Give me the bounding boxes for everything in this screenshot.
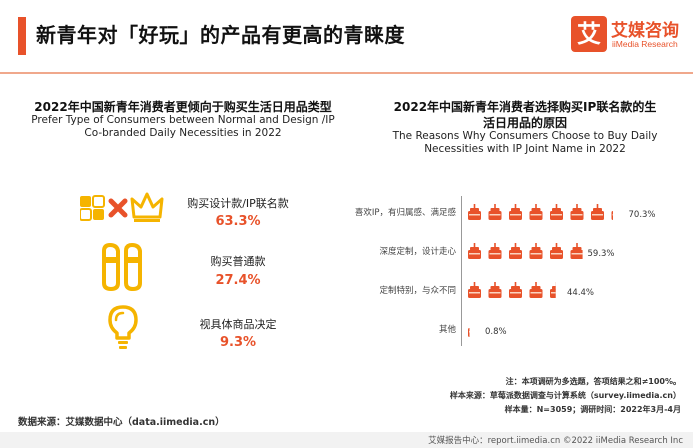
logo-text-en: iiMedia Research [612,39,678,49]
right-section-title-en-2: Necessities with IP Joint Name in 2022 [424,143,626,155]
item-normal-value: 27.4% [215,273,261,288]
crown-icon [130,192,164,222]
bar-value-label: 0.8% [485,327,507,337]
cake-icon-mark [591,204,604,220]
cake-icon-mark [509,282,522,298]
pictogram-bar-chart: 70.3% 59.3% 44.4% 0.8% [468,204,656,337]
item-design-ip-label: 购买设计款/IP联名款 [187,197,289,210]
cake-icon-mark [550,243,563,259]
right-section-title-cn-1: 2022年中国新青年消费者选择购买IP联名款的生 [393,100,657,114]
cake-icon-mark [509,204,522,220]
cake-icon-mark [468,328,470,337]
left-section-title-en-1: Prefer Type of Consumers between Normal … [31,114,335,126]
page-title: 新青年对「好玩」的产品有更高的青睐度 [36,23,405,47]
item-normal-label: 购买普通款 [210,255,266,268]
bar-value-label: 44.4% [567,288,594,298]
cake-icon-mark [488,243,502,259]
bar-label-0: 喜欢IP，有归属感、满足感 [354,208,456,218]
cake-icon-mark [468,282,481,298]
cake-icon-mark [529,204,543,220]
cross-icon [108,198,128,218]
item-depends-label: 视具体商品决定 [199,318,277,331]
left-section-title-en-2: Co-branded Daily Necessities in 2022 [84,127,282,139]
footer-text[interactable]: 艾媒报告中心：report.iimedia.cn ©2022 iiMedia R… [428,436,683,446]
bar-label-1: 深度定制，设计走心 [379,247,456,257]
bar-label-2: 定制特别，与众不同 [379,286,456,296]
cake-icon-mark [529,243,543,259]
bar-label-3: 其他 [438,325,456,335]
note-sample-source: 样本来源：草莓派数据调查与计算系统（survey.iimedia.cn） [449,391,681,400]
cake-icon-mark [529,282,543,298]
left-section-title-cn: 2022年中国新青年消费者更倾向于购买生活日用品类型 [34,100,332,114]
right-section-title-cn-2: 活日用品的原因 [482,116,567,130]
cake-icon-mark [488,282,502,298]
lightbulb-icon [107,304,139,350]
cake-icon-mark [509,243,522,259]
item-depends-value: 9.3% [219,335,257,350]
item-design-ip-value: 63.3% [215,214,261,229]
note-multiselect: 注：本项调研为多选题，答项结果之和≠100%。 [505,377,681,386]
logo-mark-icon: 艾 [571,16,607,52]
cake-icon-mark [570,204,584,220]
iimedia-logo[interactable]: 艾 艾媒咨询 iiMedia Research [571,14,683,58]
header-divider [0,72,693,74]
title-accent-bar [18,17,26,55]
cake-icon-mark [468,243,481,259]
cake-icon-mark [468,204,481,220]
note-sample-size: 样本量：N=3059；调研时间：2022年3月-4月 [504,405,681,414]
cake-icon-mark [550,282,556,298]
right-section-title-en-1: The Reasons Why Consumers Choose to Buy … [392,130,658,142]
cake-icon-mark [611,211,613,220]
cake-icon-mark [550,204,563,220]
footer-bar: 艾媒报告中心：report.iimedia.cn ©2022 iiMedia R… [0,432,693,448]
design-ip-icons [79,190,170,226]
logo-text-cn: 艾媒咨询 [611,21,679,41]
data-source: 数据来源：艾媒数据中心（data.iimedia.cn） [18,417,225,428]
slippers-icon [100,242,144,292]
cake-icon-mark [570,243,583,259]
bar-value-label: 70.3% [629,210,656,220]
grid-icon [79,195,105,221]
cake-icon-mark [488,204,502,220]
chart-axis-line [461,196,462,346]
bar-value-label: 59.3% [588,249,615,259]
